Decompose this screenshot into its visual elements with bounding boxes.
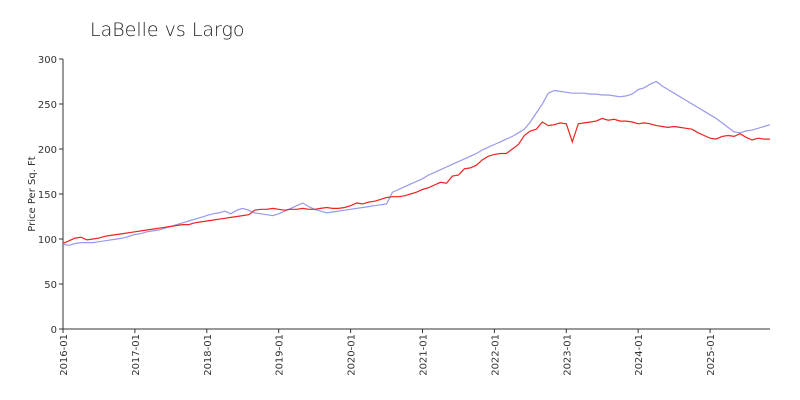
x-tick-label: 2023-01 bbox=[562, 334, 573, 376]
y-tick-label: 0 bbox=[51, 325, 57, 336]
line-series bbox=[62, 80, 771, 246]
x-tick-label: 2017-01 bbox=[131, 334, 142, 376]
x-tick-label: 2018-01 bbox=[203, 334, 214, 376]
x-tick-label: 2025-01 bbox=[706, 334, 717, 376]
chart-title: LaBelle vs Largo bbox=[90, 19, 245, 41]
y-tick-label: 200 bbox=[38, 145, 57, 156]
x-tick-label: 2024-01 bbox=[634, 334, 645, 376]
x-tick-label: 2021-01 bbox=[418, 334, 429, 376]
y-tick-label: 300 bbox=[38, 55, 57, 66]
y-tick-label: 250 bbox=[38, 100, 57, 111]
y-tick-label: 100 bbox=[38, 235, 57, 246]
line-series bbox=[62, 117, 770, 245]
x-tick-label: 2016-01 bbox=[59, 334, 70, 376]
y-tick-label: 50 bbox=[44, 280, 57, 291]
x-tick-label: 2019-01 bbox=[275, 334, 286, 376]
x-tick-label: 2020-01 bbox=[347, 334, 358, 376]
y-axis-label: Price Per Sq. Ft bbox=[27, 156, 38, 231]
y-tick-label: 150 bbox=[38, 190, 57, 201]
x-tick-label: 2022-01 bbox=[490, 334, 501, 376]
